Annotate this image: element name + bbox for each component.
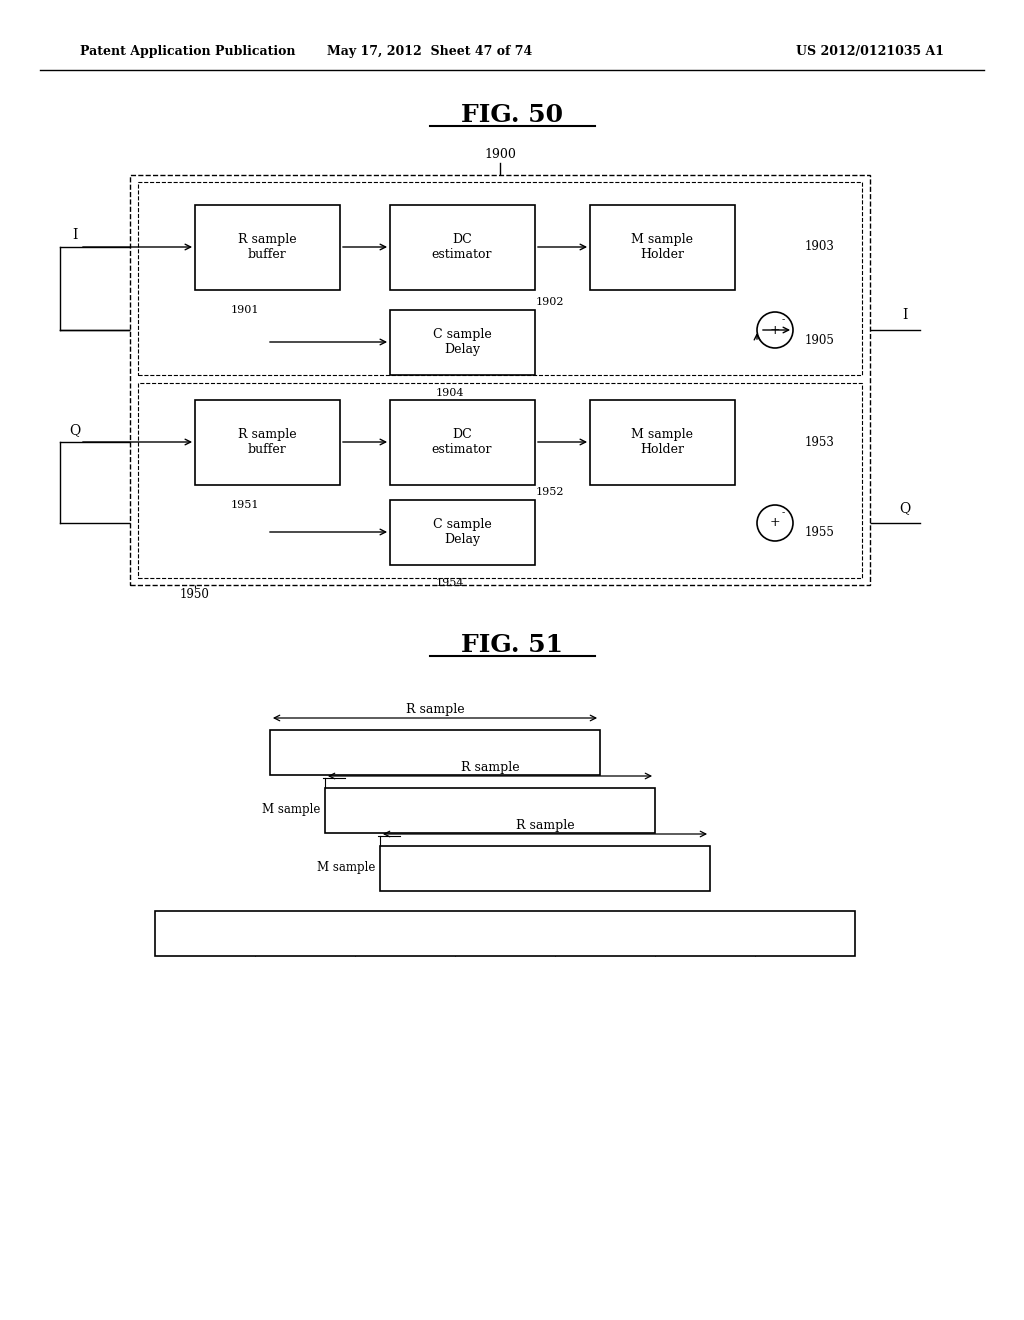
Text: DC
estimator: DC estimator bbox=[432, 234, 493, 261]
Bar bbox=[195, 400, 340, 484]
Text: DC
estimator: DC estimator bbox=[432, 428, 493, 455]
Text: M sample: M sample bbox=[316, 862, 375, 874]
Bar bbox=[155, 911, 855, 956]
Bar bbox=[390, 400, 535, 484]
Bar bbox=[138, 182, 862, 375]
Text: +: + bbox=[770, 516, 780, 529]
Text: FIG. 50: FIG. 50 bbox=[461, 103, 563, 127]
Text: M sample: M sample bbox=[261, 804, 319, 817]
Text: C sample
Delay: C sample Delay bbox=[432, 327, 492, 356]
Bar bbox=[138, 383, 862, 578]
Text: I: I bbox=[902, 308, 907, 322]
Text: 1902: 1902 bbox=[536, 297, 564, 308]
Text: FIG. 51: FIG. 51 bbox=[461, 634, 563, 657]
Text: R sample
buffer: R sample buffer bbox=[238, 234, 296, 261]
Text: Q: Q bbox=[899, 502, 910, 515]
Text: -: - bbox=[781, 508, 784, 517]
Text: 1900: 1900 bbox=[484, 149, 516, 161]
Text: +: + bbox=[770, 323, 780, 337]
Text: R sample
buffer: R sample buffer bbox=[238, 428, 296, 455]
Text: 1950: 1950 bbox=[180, 589, 210, 602]
Bar bbox=[390, 205, 535, 290]
Bar bbox=[390, 310, 535, 375]
Text: R sample: R sample bbox=[516, 820, 574, 833]
Bar bbox=[590, 205, 735, 290]
Text: 1951: 1951 bbox=[230, 500, 259, 510]
Text: May 17, 2012  Sheet 47 of 74: May 17, 2012 Sheet 47 of 74 bbox=[328, 45, 532, 58]
Bar bbox=[325, 788, 655, 833]
Bar bbox=[590, 400, 735, 484]
Text: US 2012/0121035 A1: US 2012/0121035 A1 bbox=[796, 45, 944, 58]
Text: 1904: 1904 bbox=[436, 388, 464, 399]
Text: I: I bbox=[73, 228, 78, 242]
Text: -: - bbox=[781, 315, 784, 325]
Text: 1903: 1903 bbox=[805, 240, 835, 253]
Text: Patent Application Publication: Patent Application Publication bbox=[80, 45, 296, 58]
Text: 1955: 1955 bbox=[805, 527, 835, 540]
Bar bbox=[270, 730, 600, 775]
Text: 1901: 1901 bbox=[230, 305, 259, 315]
Text: M sample
Holder: M sample Holder bbox=[631, 428, 693, 455]
Text: 1952: 1952 bbox=[536, 487, 564, 498]
Text: R sample: R sample bbox=[406, 704, 464, 717]
Text: Q: Q bbox=[70, 422, 81, 437]
Bar bbox=[195, 205, 340, 290]
Text: R sample: R sample bbox=[461, 762, 519, 775]
Text: 1905: 1905 bbox=[805, 334, 835, 346]
Text: C sample
Delay: C sample Delay bbox=[432, 517, 492, 546]
Bar bbox=[390, 500, 535, 565]
Text: 1954: 1954 bbox=[436, 578, 464, 587]
Bar bbox=[130, 176, 870, 585]
Text: M sample
Holder: M sample Holder bbox=[631, 234, 693, 261]
Bar bbox=[380, 846, 710, 891]
Text: 1953: 1953 bbox=[805, 436, 835, 449]
